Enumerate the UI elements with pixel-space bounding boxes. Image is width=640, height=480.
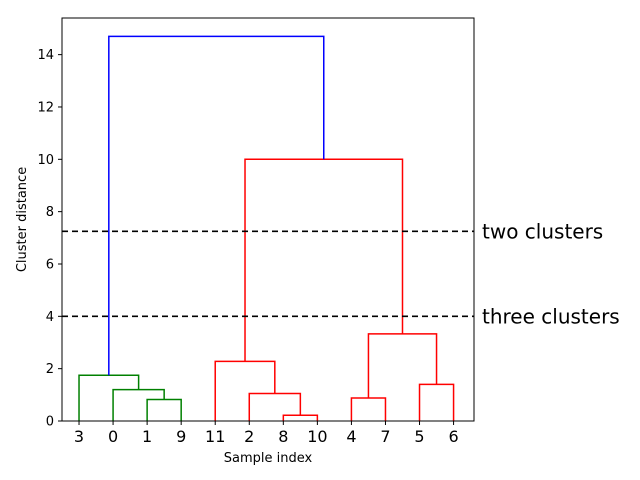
cut-lines: [62, 230, 474, 318]
dendrogram-link: [112, 388, 165, 421]
leaf-label: 4: [346, 427, 356, 446]
x-axis: 3 0 1 9 11 2 8 10 4 7 5 6: [74, 421, 459, 446]
dendrogram-links: [78, 35, 455, 421]
leaf-label: 0: [108, 427, 118, 446]
y-tick-label: 6: [46, 257, 54, 272]
cut-line-label: two clusters: [482, 219, 603, 243]
y-axis: 0 2 4 6 8 10 12 14: [37, 48, 62, 430]
y-tick-label: 2: [46, 362, 54, 377]
dendrogram-link: [418, 383, 455, 421]
leaf-label: 8: [278, 427, 288, 446]
y-tick-label: 14: [37, 48, 54, 63]
leaf-label: 3: [74, 427, 84, 446]
dendrogram-link: [350, 397, 387, 421]
y-tick-label: 12: [37, 100, 54, 115]
dendrogram-link: [108, 35, 325, 376]
y-tick-label: 8: [46, 205, 54, 220]
leaf-label: 2: [244, 427, 254, 446]
leaf-label: 9: [176, 427, 186, 446]
y-tick-label: 0: [46, 415, 54, 430]
dendrogram-link: [244, 158, 404, 362]
dendrogram-link: [282, 414, 319, 421]
dendrogram-link: [146, 398, 182, 421]
leaf-label: 6: [448, 427, 458, 446]
leaf-label: 7: [380, 427, 390, 446]
leaf-label: 1: [142, 427, 152, 446]
dendrogram-link: [214, 360, 276, 421]
dendrogram-link: [367, 333, 438, 398]
y-tick-label: 4: [46, 310, 54, 325]
plot-frame: [61, 17, 475, 422]
leaf-label: 10: [307, 427, 327, 446]
x-axis-title: Sample index: [224, 451, 313, 466]
cut-line-label: three clusters: [482, 304, 620, 328]
leaf-label: 11: [205, 427, 225, 446]
y-axis-title: Cluster distance: [15, 167, 30, 272]
cut-annotations: two clusters three clusters: [482, 219, 620, 328]
leaf-label: 5: [414, 427, 424, 446]
dendrogram-link: [78, 374, 140, 421]
dendrogram-link: [248, 392, 302, 421]
y-tick-label: 10: [37, 153, 54, 168]
